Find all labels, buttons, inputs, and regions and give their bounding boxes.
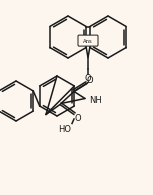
Text: O: O	[87, 76, 93, 85]
Text: O: O	[75, 114, 81, 123]
Text: O: O	[85, 74, 91, 83]
Text: NH: NH	[89, 96, 102, 105]
Text: Ans: Ans	[83, 39, 93, 44]
FancyBboxPatch shape	[78, 35, 98, 46]
Text: HO: HO	[58, 125, 71, 134]
